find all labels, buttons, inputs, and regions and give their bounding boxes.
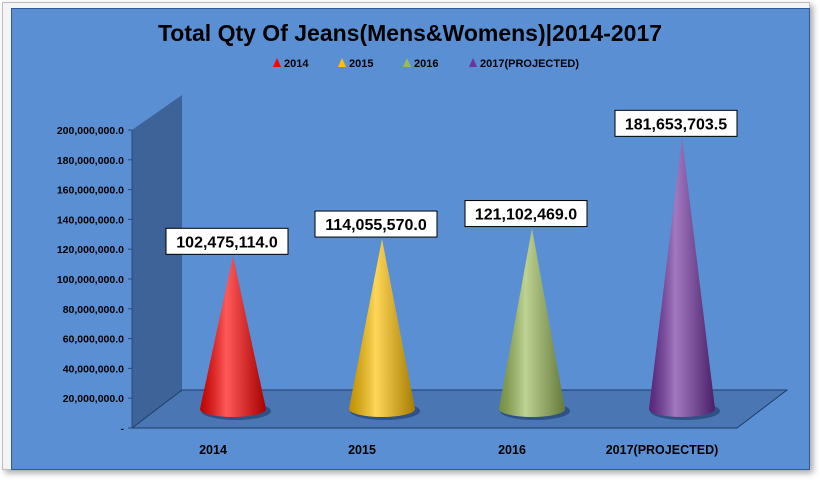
cone-2016 [499, 228, 570, 420]
cone-shading [349, 239, 415, 417]
x-tick-label-2017-projected: 2017(PROJECTED) [606, 443, 719, 457]
data-label-2015: 114,055,570.0 [314, 210, 438, 238]
data-label-text: 114,055,570.0 [325, 217, 427, 234]
legend-label: 2016 [414, 58, 438, 70]
data-label-box [314, 210, 438, 238]
legend-swatch [469, 58, 477, 67]
data-label-text: 102,475,114.0 [176, 234, 278, 251]
cone-shading [200, 256, 266, 417]
data-label-2014: 102,475,114.0 [165, 227, 289, 255]
legend-item-2017-projected: 2017(PROJECTED) [469, 58, 579, 70]
y-tick-label: 40,000,000.0 [63, 363, 124, 375]
legend-label: 2017(PROJECTED) [480, 58, 579, 70]
x-tick-label-2015: 2015 [348, 443, 376, 457]
y-tick-label: 160,000,000.0 [57, 185, 124, 197]
y-tick-label: 80,000,000.0 [63, 304, 124, 316]
y-tick-label: 200,000,000.0 [57, 125, 124, 137]
x-tick-label-2016: 2016 [498, 443, 526, 457]
x-tick-label-2014: 2014 [199, 443, 227, 457]
legend-item-2015: 2015 [338, 58, 373, 70]
y-tick-label: 20,000,000.0 [63, 393, 124, 405]
y-tick-label: 120,000,000.0 [57, 244, 124, 256]
chart-title: Total Qty Of Jeans(Mens&Womens)|2014-201… [158, 20, 662, 46]
data-labels: 102,475,114.0 114,055,570.0 121,102,469.0 1… [165, 109, 738, 255]
cone-2014 [200, 256, 271, 420]
cone-chart: Total Qty Of Jeans(Mens&Womens)|2014-201… [57, 20, 789, 457]
legend-swatch [403, 58, 411, 67]
y-axis: - 20,000,000.0 40,000,000.0 60,000,000.0 80,… [57, 125, 133, 435]
y-tick-label: 180,000,000.0 [57, 155, 124, 167]
cone-shading [499, 228, 565, 417]
legend-swatch [273, 58, 281, 67]
y-tick-label: 100,000,000.0 [57, 274, 124, 286]
legend-item-2016: 2016 [403, 58, 438, 70]
cone-2015 [349, 239, 420, 420]
cone-2017-projected [649, 138, 720, 420]
legend-label: 2014 [284, 58, 309, 70]
y-tick-label: - [121, 423, 125, 435]
data-label-text: 121,102,469.0 [475, 207, 577, 224]
floor [130, 389, 789, 429]
legend-swatch [338, 58, 346, 67]
chart-area: Total Qty Of Jeans(Mens&Womens)|2014-201… [11, 8, 810, 470]
x-axis: 2014 2015 2016 2017(PROJECTED) [199, 443, 718, 457]
data-label-box [464, 200, 588, 228]
data-label-text: 181,653,703.5 [625, 116, 727, 133]
data-label-2016: 121,102,469.0 [464, 200, 588, 228]
data-label-2017-projected: 181,653,703.5 [614, 109, 738, 137]
legend: 2014 2015 2016 2017(PROJECTED) [273, 58, 579, 70]
cones [200, 138, 720, 420]
side-wall [132, 95, 182, 428]
data-label-box [614, 109, 738, 137]
y-tick-label: 60,000,000.0 [63, 334, 124, 346]
legend-label: 2015 [349, 58, 373, 70]
data-label-box [165, 227, 289, 255]
chart-walls [130, 95, 789, 429]
chart-frame: Total Qty Of Jeans(Mens&Womens)|2014-201… [2, 2, 810, 470]
legend-item-2014: 2014 [273, 58, 309, 70]
cone-shading [649, 138, 715, 417]
y-tick-label: 140,000,000.0 [57, 214, 124, 226]
